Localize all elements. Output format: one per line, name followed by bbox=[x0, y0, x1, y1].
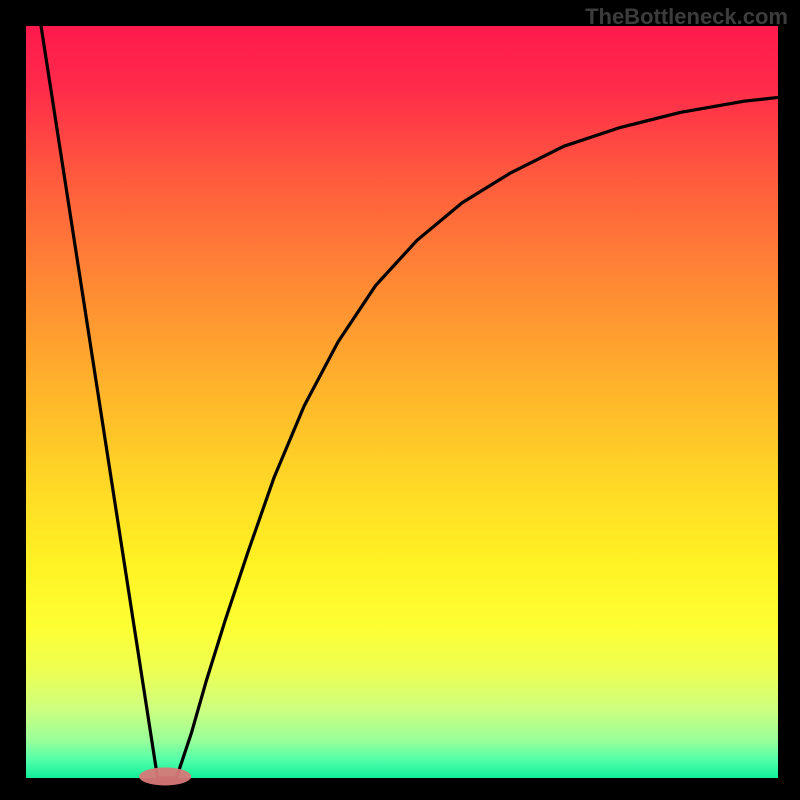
watermark-text: TheBottleneck.com bbox=[585, 4, 788, 30]
optimal-point-marker bbox=[139, 767, 191, 785]
bottleneck-chart bbox=[0, 0, 800, 800]
chart-container: TheBottleneck.com bbox=[0, 0, 800, 800]
